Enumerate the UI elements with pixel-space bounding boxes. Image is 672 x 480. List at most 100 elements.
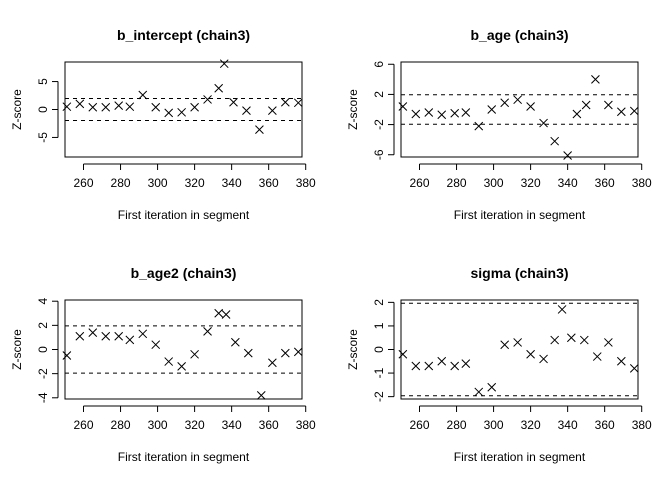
y-tick-label: -4 [36,392,50,403]
data-point [203,95,212,104]
y-axis-label: Z-score [10,329,24,370]
x-tick-label: 260 [410,418,430,432]
data-point [500,98,510,108]
data-point [437,356,447,366]
x-tick-label: 280 [111,418,131,432]
data-point [539,118,548,128]
x-tick-label: 320 [521,176,541,190]
data-point [398,349,408,359]
data-point [629,364,639,373]
data-point [88,102,98,112]
x-tick-label: 300 [148,418,168,432]
data-point [563,151,572,160]
x-tick-label: 340 [222,176,242,190]
y-tick-label: 0 [372,346,386,353]
data-point [581,100,591,110]
data-point [255,125,264,134]
y-tick-label: 2 [372,91,386,98]
data-point [62,102,72,112]
data-point [513,338,523,347]
x-tick-label: 300 [484,418,504,432]
data-point [75,331,85,341]
data-point [566,333,576,343]
data-point [461,108,471,117]
data-point [539,354,548,364]
data-point [164,357,174,366]
data-point [280,97,290,107]
data-point [572,109,582,119]
y-tick-label: -1 [372,367,386,378]
data-point [450,108,460,118]
y-axis-label: Z-score [346,329,360,370]
data-point [75,99,85,109]
y-axis-label: Z-score [346,89,360,130]
data-point [138,329,148,339]
y-tick-label: 4 [36,298,50,305]
y-axis-label: Z-score [10,89,24,130]
data-point [88,328,98,337]
data-point [526,349,535,359]
x-tick-label: 320 [185,418,205,432]
y-tick-label: 2 [372,299,386,306]
data-point [293,98,303,108]
data-point [219,59,229,69]
y-tick-label: -2 [372,391,386,402]
y-tick-label: -2 [36,368,50,379]
x-tick-label: 340 [558,176,578,190]
data-point [164,108,174,118]
data-point [579,335,589,345]
data-point [500,340,510,350]
data-point [450,361,460,371]
plot-frame [64,299,303,400]
data-point [424,361,434,371]
x-tick-label: 260 [74,176,94,190]
data-point [411,361,421,371]
data-point [62,351,72,360]
data-point [474,121,484,131]
data-point [177,107,187,117]
data-point [114,331,124,341]
data-point [221,310,231,319]
x-tick-label: 280 [447,176,467,190]
data-point [177,362,187,371]
data-point [114,101,124,110]
chart-title: b_age2 (chain3) [131,265,237,281]
x-tick-label: 300 [148,176,168,190]
x-tick-label: 360 [595,418,615,432]
x-axis-label: First iteration in segment [454,208,586,222]
data-point [629,106,639,116]
data-point [411,109,421,119]
data-point [125,102,135,112]
data-point [125,335,135,345]
chart-panel-1: b_intercept (chain3) 260 280 300 320 340 360 38… [10,27,316,222]
data-point [138,90,148,100]
x-tick-label: 380 [296,418,316,432]
data-point [268,106,277,115]
x-axis-label: First iteration in segment [118,208,250,222]
data-point [151,340,161,350]
chart-panel-4: sigma (chain3) 260 280 300 320 340 360 380 First… [346,265,652,464]
data-point [101,331,111,341]
x-tick-label: 260 [410,176,430,190]
data-point [203,327,212,336]
x-tick-label: 320 [521,418,541,432]
data-point [214,308,224,318]
data-point [591,74,600,84]
data-point [101,102,111,112]
x-tick-label: 340 [558,418,578,432]
data-point [190,349,199,359]
x-tick-label: 340 [222,418,242,432]
x-tick-label: 360 [259,176,279,190]
data-point [256,391,266,400]
x-axis-label: First iteration in segment [454,450,586,464]
x-tick-label: 380 [632,176,652,190]
data-point [616,356,626,366]
y-tick-label: -5 [36,132,50,143]
y-tick-label: 1 [372,322,386,329]
chart-title: b_intercept (chain3) [117,27,250,43]
data-point [513,95,523,105]
x-tick-label: 360 [259,418,279,432]
x-tick-label: 360 [595,176,615,190]
x-tick-label: 260 [74,418,94,432]
x-tick-label: 320 [185,176,205,190]
